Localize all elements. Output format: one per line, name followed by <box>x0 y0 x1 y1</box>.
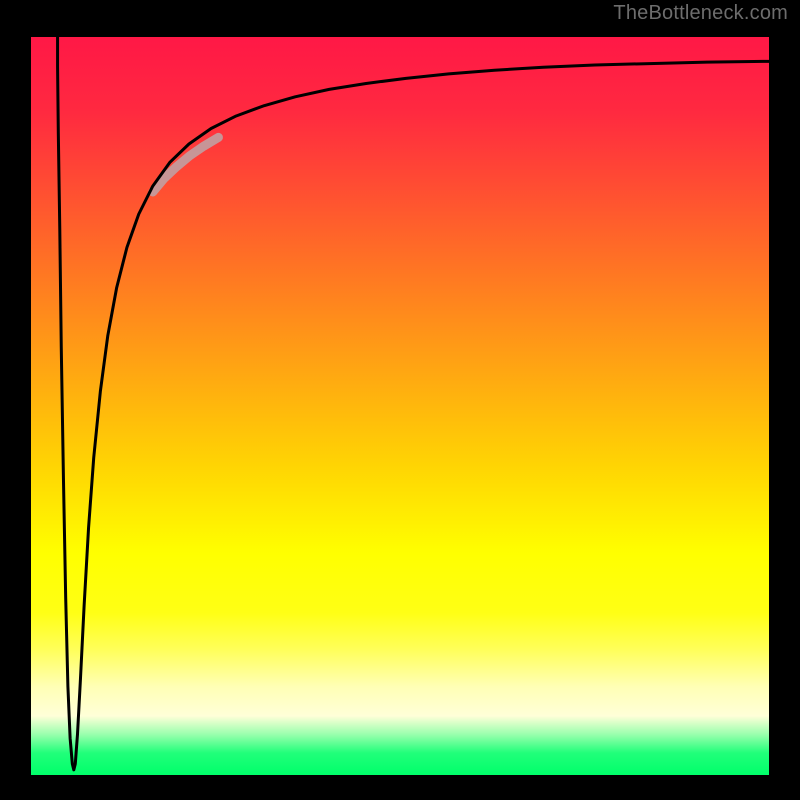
chart-root: TheBottleneck.com <box>0 0 800 800</box>
bottleneck-chart <box>0 0 800 800</box>
plot-background <box>31 37 769 775</box>
